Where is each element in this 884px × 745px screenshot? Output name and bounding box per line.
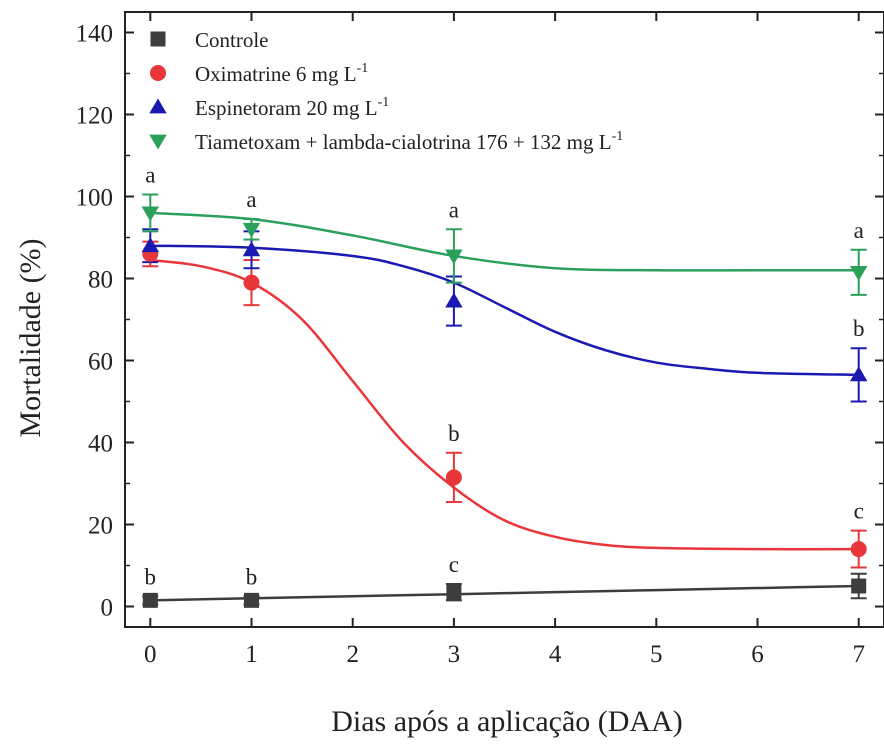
x-tick-label: 3 <box>448 641 461 668</box>
legend-label-oximatrine: Oximatrine 6 mg L-1 <box>195 61 368 86</box>
point-tiametoxam <box>850 266 867 281</box>
point-controle <box>244 593 259 608</box>
x-tick-label: 5 <box>650 641 663 668</box>
x-tick-label: 1 <box>245 641 258 668</box>
data-points <box>142 206 868 607</box>
letter-tiametoxam: a <box>854 218 864 243</box>
x-tick-label: 6 <box>751 641 764 668</box>
y-tick-label: 40 <box>88 431 113 458</box>
legend-label-espinetoram: Espinetoram 20 mg L-1 <box>195 95 389 120</box>
letter-oximatrine: b <box>448 421 460 446</box>
y-tick-label: 120 <box>76 103 114 130</box>
x-tick-label: 7 <box>852 641 865 668</box>
legend-marker-controle <box>151 32 166 47</box>
legend: Controle Oximatrine 6 mg L-1 Espinetoram 2… <box>149 28 623 154</box>
legend-marker-espinetoram <box>149 98 166 113</box>
fit-curve-oximatrine <box>150 260 858 549</box>
point-oximatrine <box>446 469 462 485</box>
legend-label-tiametoxam: Tiametoxam + lambda-cialotrina 176 + 132… <box>195 129 623 154</box>
legend-marker-oximatrine <box>150 65 166 81</box>
letter-tiametoxam: a <box>449 197 459 222</box>
letter-tiametoxam: a <box>246 187 256 212</box>
legend-marker-tiametoxam <box>149 135 166 150</box>
x-axis-title: Dias após a aplicação (DAA) <box>331 705 683 738</box>
point-espinetoram <box>445 293 462 308</box>
fit-curves <box>150 213 858 600</box>
x-tick-label: 0 <box>144 641 157 668</box>
letter-controle: b <box>145 564 157 589</box>
letter-controle: b <box>246 564 258 589</box>
letter-espinetoram: b <box>853 316 865 341</box>
x-tick-label: 2 <box>346 641 359 668</box>
letter-oximatrine: c <box>854 499 864 524</box>
point-controle <box>446 585 461 600</box>
y-tick-label: 20 <box>88 513 113 540</box>
point-controle <box>143 593 158 608</box>
point-oximatrine <box>244 275 260 291</box>
letter-controle: c <box>449 552 459 577</box>
y-tick-label: 140 <box>76 21 114 48</box>
letter-tiametoxam: a <box>145 162 155 187</box>
y-tick-label: 100 <box>76 185 114 212</box>
y-tick-label: 60 <box>88 349 113 376</box>
fit-curve-espinetoram <box>150 246 858 375</box>
y-axis-title: Mortalidade (%) <box>14 238 47 437</box>
y-tick-label: 0 <box>101 595 114 622</box>
y-tick-label: 80 <box>88 267 113 294</box>
point-controle <box>851 579 866 594</box>
point-oximatrine <box>851 541 867 557</box>
fit-curve-tiametoxam <box>150 213 858 271</box>
x-tick-label: 4 <box>549 641 562 668</box>
legend-label-controle: Controle <box>195 28 269 52</box>
